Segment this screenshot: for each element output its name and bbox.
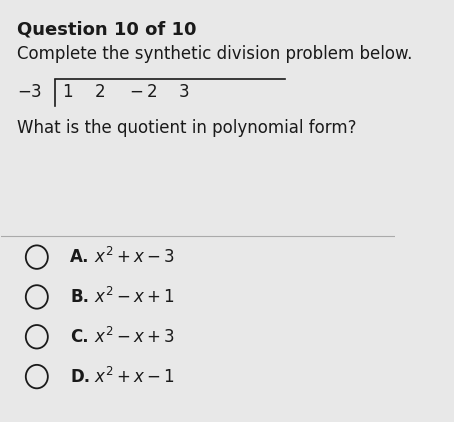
Text: D.: D. [70,368,90,386]
Text: $x^2 - x + 3$: $x^2 - x + 3$ [94,327,175,347]
Text: $-3$: $-3$ [17,83,42,101]
Text: $x^2 + x - 3$: $x^2 + x - 3$ [94,247,175,267]
Text: What is the quotient in polynomial form?: What is the quotient in polynomial form? [17,119,357,137]
Text: C.: C. [70,328,89,346]
Text: A.: A. [70,248,90,266]
Text: $x^2 - x + 1$: $x^2 - x + 1$ [94,287,175,307]
Text: $x^2 + x - 1$: $x^2 + x - 1$ [94,367,175,387]
Text: Question 10 of 10: Question 10 of 10 [17,20,197,38]
Text: $1\ \ \ \ 2\ \ \ \ -2\ \ \ \ 3$: $1\ \ \ \ 2\ \ \ \ -2\ \ \ \ 3$ [62,83,191,101]
Text: B.: B. [70,288,89,306]
Text: Complete the synthetic division problem below.: Complete the synthetic division problem … [17,46,413,63]
